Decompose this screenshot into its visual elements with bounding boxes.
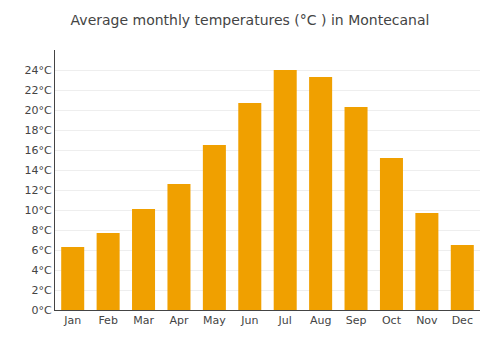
svg-text:10°C: 10°C [25, 204, 52, 217]
svg-text:18°C: 18°C [25, 124, 52, 137]
svg-text:6°C: 6°C [32, 244, 52, 257]
svg-text:12°C: 12°C [25, 184, 52, 197]
svg-text:8°C: 8°C [32, 224, 52, 237]
svg-text:Jan: Jan [63, 314, 81, 327]
svg-text:16°C: 16°C [25, 144, 52, 157]
svg-text:20°C: 20°C [25, 104, 52, 117]
svg-text:Aug: Aug [310, 314, 331, 327]
svg-text:Feb: Feb [98, 314, 117, 327]
svg-text:0°C: 0°C [32, 304, 52, 317]
svg-text:4°C: 4°C [32, 264, 52, 277]
svg-text:2°C: 2°C [32, 284, 52, 297]
svg-text:Oct: Oct [382, 314, 402, 327]
svg-text:Average monthly temperatures (: Average monthly temperatures (°C ) in Mo… [71, 12, 430, 28]
svg-text:Sep: Sep [346, 314, 367, 327]
svg-text:14°C: 14°C [25, 164, 52, 177]
svg-text:Mar: Mar [133, 314, 154, 327]
svg-text:22°C: 22°C [25, 84, 52, 97]
svg-text:24°C: 24°C [25, 64, 52, 77]
svg-text:Dec: Dec [452, 314, 473, 327]
svg-text:Jun: Jun [240, 314, 258, 327]
svg-text:Jul: Jul [278, 314, 292, 327]
svg-text:Nov: Nov [416, 314, 438, 327]
svg-text:May: May [203, 314, 226, 327]
svg-text:Apr: Apr [169, 314, 189, 327]
